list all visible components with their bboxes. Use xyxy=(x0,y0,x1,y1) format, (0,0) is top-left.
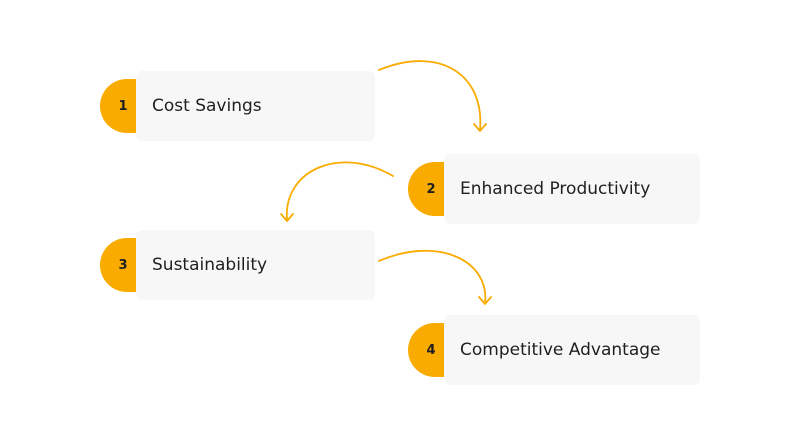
arrowhead-icon xyxy=(280,213,294,222)
connector-curve-3-4 xyxy=(378,250,487,304)
step-number-badge: 2 xyxy=(408,162,444,216)
step-number: 1 xyxy=(118,98,128,114)
step-card: Sustainability xyxy=(136,230,375,300)
step-number-badge: 3 xyxy=(100,238,136,292)
connector-curve-1-2 xyxy=(378,60,482,131)
step-number-badge: 1 xyxy=(100,79,136,133)
step-card: Competitive Advantage xyxy=(444,315,700,385)
step-4: 4 Competitive Advantage xyxy=(408,315,700,385)
step-label: Competitive Advantage xyxy=(460,340,661,360)
step-2: 2 Enhanced Productivity xyxy=(408,154,700,224)
step-number: 2 xyxy=(426,181,436,197)
step-3: 3 Sustainability xyxy=(100,230,375,300)
step-label: Cost Savings xyxy=(152,96,262,116)
step-label: Sustainability xyxy=(152,255,268,275)
step-card: Cost Savings xyxy=(136,71,375,141)
connector-3-4 xyxy=(378,250,492,305)
step-card: Enhanced Productivity xyxy=(444,154,700,224)
step-1: 1 Cost Savings xyxy=(100,71,375,141)
connector-1-2 xyxy=(378,60,487,132)
arrowhead-icon xyxy=(473,123,487,132)
arrowhead-icon xyxy=(478,296,492,305)
step-number: 3 xyxy=(118,257,128,273)
connector-curve-2-3 xyxy=(286,161,394,221)
step-label: Enhanced Productivity xyxy=(460,179,651,199)
connector-2-3 xyxy=(280,161,394,222)
step-number: 4 xyxy=(426,342,436,358)
step-number-badge: 4 xyxy=(408,323,444,377)
